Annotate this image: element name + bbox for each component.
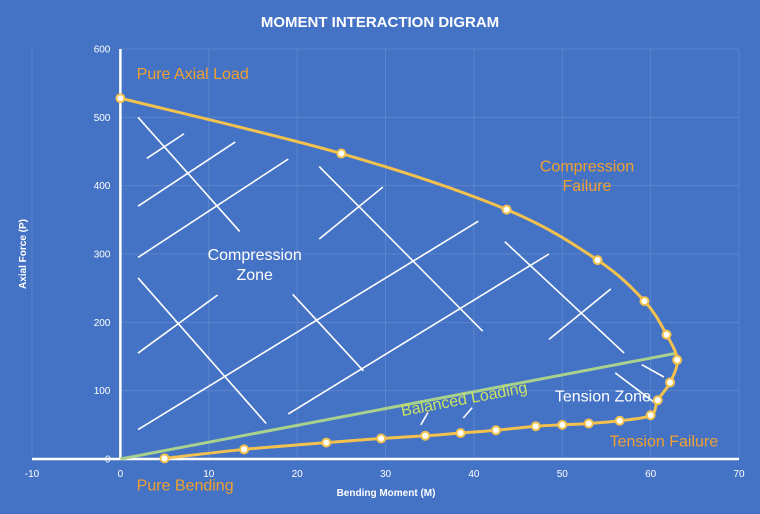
grid: [31, 48, 740, 459]
x-tick-label: 40: [468, 469, 480, 480]
hatch-line: [146, 133, 185, 160]
hatch-line: [137, 220, 479, 431]
curve-point: [652, 395, 663, 406]
hatch-line: [420, 412, 429, 426]
hatch-line: [641, 364, 665, 378]
annotation-label: Compression: [540, 158, 634, 175]
hatch-line: [287, 253, 550, 415]
curve-point: [661, 329, 672, 340]
annotation-label: Compression: [208, 247, 302, 264]
annotation-label: Failure: [563, 178, 612, 195]
curve-point: [665, 377, 676, 388]
y-axis-label: Axial Force (P): [18, 219, 29, 289]
curve-point: [639, 296, 650, 307]
x-tick-label: 60: [645, 469, 657, 480]
curve-point: [672, 354, 683, 365]
annotation-label: Zone: [236, 267, 273, 284]
curve-point: [530, 421, 541, 432]
curve-point: [490, 425, 501, 436]
y-tick-label: 300: [94, 250, 111, 261]
curve-point: [115, 93, 126, 104]
curve-point: [321, 437, 332, 448]
curve-point: [159, 453, 170, 464]
annotation-label: Pure Bending: [137, 477, 234, 494]
curve-point: [455, 428, 466, 439]
curve-point: [645, 410, 656, 421]
axes: [32, 49, 739, 461]
hatch-line: [504, 241, 625, 354]
annotation-label: Tension Failure: [610, 434, 719, 451]
curve-point: [420, 430, 431, 441]
x-axis-label: Bending Moment (M): [337, 488, 436, 499]
curve-point: [583, 418, 594, 429]
interaction-curve-line: [120, 96, 679, 460]
balanced-loading-line: [120, 351, 678, 461]
x-tick-label: 50: [557, 469, 569, 480]
y-tick-label: 600: [94, 45, 111, 56]
x-tick-label: 20: [292, 469, 304, 480]
y-tick-label: 100: [94, 386, 111, 397]
x-tick-label: 10: [203, 469, 215, 480]
tick-labels: -10 0 10 20 30 40 50 60 70 0 100 200 300 400 500 600: [25, 45, 745, 481]
hatch-line: [462, 407, 473, 419]
x-tick-label: 0: [118, 469, 124, 480]
x-tick-label: 70: [733, 469, 745, 480]
hatch-line: [318, 186, 384, 240]
annotations: Pure Axial Load Compression Failure Compres…: [137, 66, 719, 494]
y-tick-label: 500: [94, 113, 111, 124]
annotation-label: Tension Zone: [555, 389, 651, 406]
curve-point: [592, 255, 603, 266]
balanced-loading: [120, 351, 678, 461]
hatch-line: [614, 372, 656, 404]
x-tick-label: 30: [380, 469, 392, 480]
interaction-curve: [120, 96, 679, 460]
hatch-line: [137, 158, 289, 259]
curve-point: [501, 204, 512, 215]
annotation-label: Pure Axial Load: [137, 66, 249, 83]
balanced-loading-label: Balanced Loading: [400, 380, 529, 421]
chart-title: MOMENT INTERACTION DIGRAM: [261, 14, 499, 31]
hatch-line: [137, 116, 241, 232]
curve-point: [557, 419, 568, 430]
y-tick-label: 0: [105, 455, 111, 466]
hatch-line: [137, 277, 267, 424]
x-tick-label: -10: [25, 469, 40, 480]
y-tick-label: 200: [94, 318, 111, 329]
hatch-lines: [137, 116, 665, 431]
hatch-line: [292, 293, 364, 372]
hatch-line: [137, 294, 219, 354]
hatch-line: [548, 288, 612, 341]
curve-point: [614, 415, 625, 426]
curve-point: [239, 444, 250, 455]
curve-points: [115, 93, 683, 464]
curve-point: [336, 148, 347, 159]
hatch-line: [318, 165, 484, 332]
y-tick-label: 400: [94, 181, 111, 192]
curve-point: [376, 433, 387, 444]
hatch-line: [137, 141, 236, 207]
